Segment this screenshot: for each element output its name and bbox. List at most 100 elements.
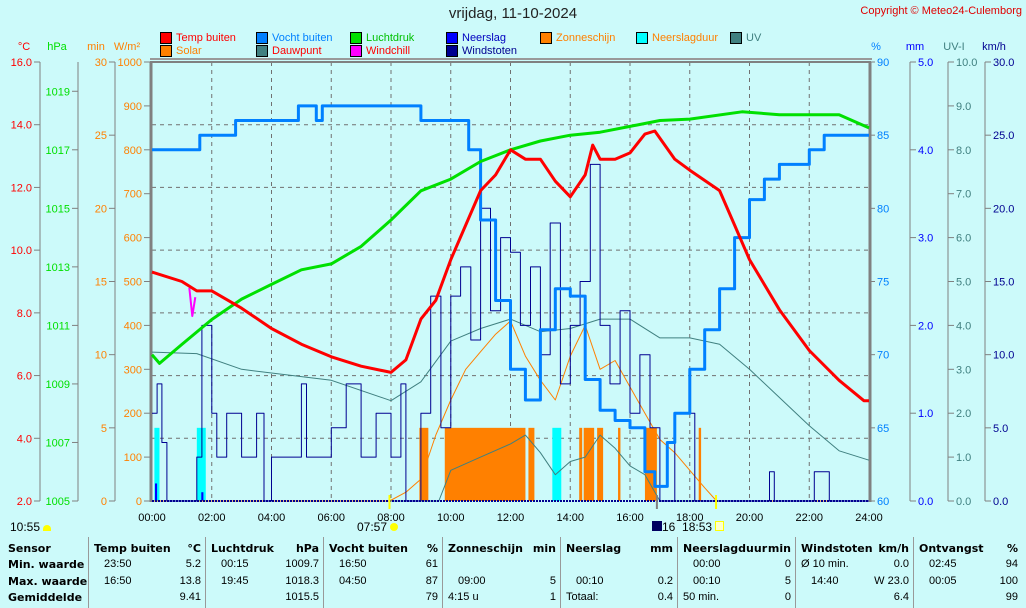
tick-label-temp: 2.0 — [17, 496, 32, 508]
axis-unit-solar: W/m² — [114, 41, 141, 53]
legend-item-windchill: Windchill — [350, 45, 410, 57]
axis-hpa: hPa 1005 1007 1009 1011 1013 1015 1017 1019 — [46, 41, 79, 508]
table-cell: 94 — [1005, 558, 1018, 570]
left-time-marker: 10:55 — [10, 520, 52, 534]
tick-label-uv: 1.0 — [956, 452, 971, 464]
statistics-table: Sensor Min. waarde Max. waarde Gemiddelde Te… — [0, 537, 1026, 608]
legend-label: Windchill — [366, 45, 411, 57]
tick-label-hpa: 1017 — [46, 145, 70, 157]
bar-zonneschijn — [644, 427, 657, 501]
axis-kmh: km/h 0.0 5.0 10.0 15.0 20.0 25.0 30.0 — [982, 41, 1014, 508]
table-cell: 00:15 — [221, 558, 249, 570]
tick-label-pct: 85 — [877, 130, 889, 142]
bar-neerslagduur — [154, 427, 160, 501]
table-cell: 19:45 — [221, 575, 249, 587]
table-cell: 5 — [784, 575, 791, 587]
table-header: Temp buiten — [94, 542, 171, 555]
x-tick-label: 04:00 — [258, 512, 286, 524]
legend-swatch — [730, 32, 742, 44]
bar-zonneschijn — [597, 427, 604, 501]
bar-zonneschijn — [579, 427, 583, 501]
x-tick-label: 08:00 — [377, 512, 405, 524]
table-header: hPa — [295, 542, 319, 555]
moon-phase: 16 — [662, 520, 676, 534]
tick-label-solar: 1000 — [118, 57, 142, 69]
legend-item-zonneschijn: Zonneschijn — [540, 32, 615, 44]
table-cell: 5 — [549, 575, 556, 587]
tick-label-solar: 200 — [124, 408, 142, 420]
table-cell: 0 — [784, 591, 791, 603]
bar-zonneschijn — [444, 427, 526, 501]
axis-unit-pct: % — [871, 41, 881, 53]
column-separator — [442, 537, 443, 608]
tick-label-temp: 4.0 — [17, 433, 32, 445]
table-cell: 00:00 — [693, 558, 721, 570]
sun-icon — [43, 525, 52, 531]
legend-swatch — [256, 32, 268, 44]
tick-label-hpa: 1015 — [46, 203, 70, 215]
axis-min: min 0 5 10 15 20 25 30 — [87, 41, 116, 508]
copyright-link[interactable]: Copyright © Meteo24-Culemborg — [860, 5, 1022, 17]
table-cell: 14:40 — [811, 575, 839, 587]
legend-item-solar: Solar — [160, 45, 202, 57]
table-cell: 0.2 — [657, 575, 673, 587]
tick-label-min: 30 — [95, 57, 107, 69]
tick-label-hpa: 1007 — [46, 437, 70, 449]
series-luchtdruk — [150, 110, 870, 365]
legend-label: Temp buiten — [176, 32, 236, 44]
x-tick-label: 10:00 — [437, 512, 465, 524]
tick-label-solar: 0 — [136, 496, 142, 508]
table-cell: 1009.7 — [285, 558, 319, 570]
table-cell: 09:00 — [458, 575, 486, 587]
tick-label-uv: 10.0 — [956, 57, 977, 69]
legend-label: Neerslagduur — [652, 32, 719, 44]
table-header: % — [1006, 542, 1018, 555]
tick-label-mm: 5.0 — [918, 57, 933, 69]
tick-label-uv: 3.0 — [956, 364, 971, 376]
tick-label-kmh: 15.0 — [993, 277, 1014, 289]
table-cell: 9.41 — [179, 591, 201, 603]
legend-swatch — [160, 45, 172, 57]
x-tick-label: 00:00 — [138, 512, 166, 524]
tick-label-mm: 3.0 — [918, 233, 933, 245]
bar-zonneschijn — [583, 427, 595, 501]
table-cell: 61 — [425, 558, 438, 570]
tick-label-temp: 8.0 — [17, 308, 32, 320]
axis-unit-mm: mm — [906, 41, 924, 53]
tick-label-mm: 0.0 — [918, 496, 933, 508]
table-cell: 5.2 — [185, 558, 201, 570]
table-cell: 50 min. — [683, 591, 720, 603]
table-header: % — [426, 542, 438, 555]
legend-label: Dauwpunt — [272, 45, 322, 57]
table-cell: 13.8 — [179, 575, 201, 587]
column-separator — [677, 537, 678, 608]
sunset-icon — [715, 521, 725, 531]
legend-swatch — [256, 45, 268, 57]
tick-label-solar: 800 — [124, 145, 142, 157]
tick-label-hpa: 1009 — [46, 379, 70, 391]
table-cell: 0.4 — [657, 591, 673, 603]
table-cell: 02:45 — [929, 558, 957, 570]
table-cell: 16:50 — [339, 558, 367, 570]
table-header: min — [767, 542, 791, 555]
tick-label-min: 25 — [95, 130, 107, 142]
tick-label-pct: 70 — [877, 350, 889, 362]
legend-label: Solar — [176, 45, 202, 57]
legend-label: Vocht buiten — [272, 32, 333, 44]
table-header: Ontvangst — [919, 542, 984, 555]
moon-icon — [652, 521, 662, 531]
table-header: km/h — [878, 542, 909, 555]
table-header: mm — [650, 542, 673, 555]
bar-zonneschijn — [698, 427, 702, 501]
x-tick-label: 22:00 — [795, 512, 823, 524]
table-cell: 87 — [425, 575, 438, 587]
tick-label-pct: 90 — [877, 57, 889, 69]
x-tick-label: 14:00 — [556, 512, 584, 524]
tick-label-uv: 9.0 — [956, 101, 971, 113]
legend-item-dauwpunt: Dauwpunt — [256, 45, 322, 57]
table-cell: 0 — [784, 558, 791, 570]
table-cell: 04:50 — [339, 575, 367, 587]
column-separator — [205, 537, 206, 608]
tick-label-pct: 75 — [877, 277, 889, 289]
bar-neerslagduur — [552, 427, 562, 501]
